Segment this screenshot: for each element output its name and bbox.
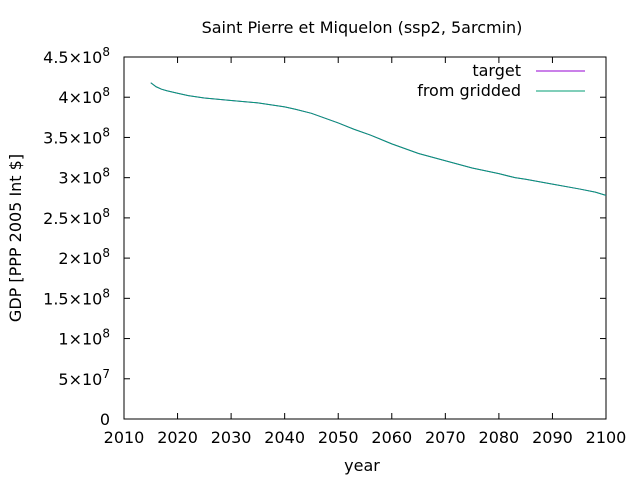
x-tick-label: 2010	[104, 428, 145, 447]
y-tick-label: 2.5×108	[43, 206, 110, 228]
x-tick-label: 2070	[425, 428, 466, 447]
chart-title: Saint Pierre et Miquelon (ssp2, 5arcmin)	[202, 18, 523, 37]
x-tick-label: 2020	[157, 428, 198, 447]
y-tick-label: 3.5×108	[43, 125, 110, 147]
y-tick-label: 1.5×108	[43, 286, 110, 308]
y-tick-label: 5×107	[58, 367, 110, 389]
x-tick-label: 2080	[479, 428, 520, 447]
y-tick-label: 2×108	[58, 246, 110, 268]
x-tick-label: 2060	[371, 428, 412, 447]
y-axis: 0 5×107 1×108 1.5×108 2×108 2.5×108 3×108 3.5×1…	[43, 45, 606, 429]
x-tick-label: 2030	[211, 428, 252, 447]
x-axis: 2010 2020 2030 2040 2050 2060 2070 2080 2090 2100	[104, 57, 627, 447]
legend-label: target	[472, 61, 521, 80]
x-axis-label: year	[344, 456, 380, 475]
x-tick-label: 2100	[586, 428, 627, 447]
x-tick-label: 2040	[264, 428, 305, 447]
x-tick-label: 2090	[532, 428, 573, 447]
plot-frame	[123, 56, 607, 420]
series-lines	[150, 82, 607, 196]
y-tick-label: 1×108	[58, 327, 110, 349]
legend-label: from gridded	[417, 81, 521, 100]
series-line-from-gridded	[150, 82, 607, 196]
x-tick-label: 2050	[318, 428, 359, 447]
y-tick-label: 4.5×108	[43, 45, 110, 67]
y-axis-label: GDP [PPP 2005 Int $]	[6, 154, 25, 322]
y-tick-label: 3×108	[58, 166, 110, 188]
y-tick-label: 4×108	[58, 85, 110, 107]
y-tick-label: 0	[100, 410, 110, 429]
